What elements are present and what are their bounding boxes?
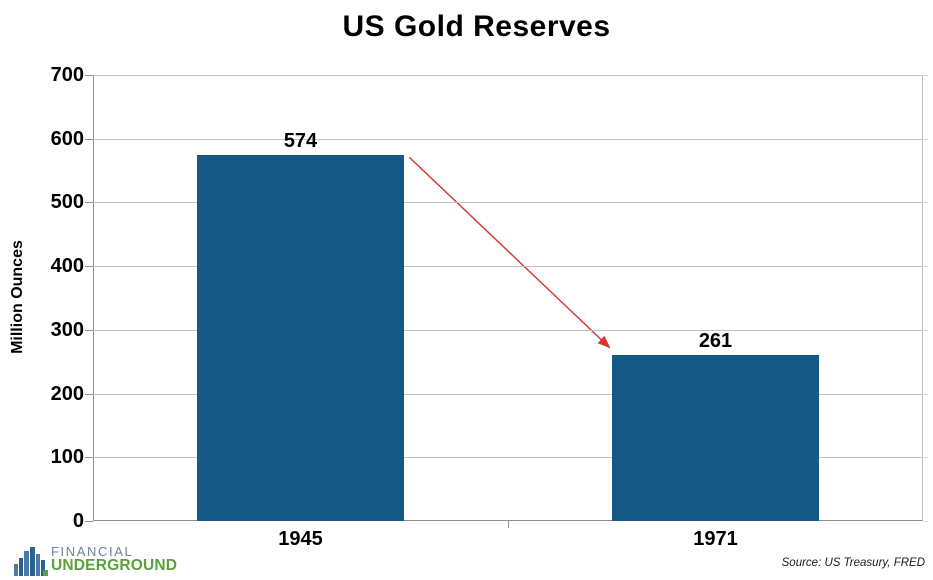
source-caption: Source: US Treasury, FRED xyxy=(781,557,925,569)
y-tick-mark-200 xyxy=(85,393,93,395)
y-tick-label-500: 500 xyxy=(50,191,84,214)
y-tick-label-100: 100 xyxy=(50,446,84,469)
bar-value-label-1971: 261 xyxy=(698,329,733,352)
chart-title: US Gold Reserves xyxy=(342,10,611,43)
y-tick-label-0: 0 xyxy=(72,510,84,532)
x-tick-mark-1 xyxy=(508,521,509,528)
y-tick-label-700: 700 xyxy=(50,64,84,86)
logo-financial-text: FINANCIAL xyxy=(51,544,134,559)
gridline-100 xyxy=(93,457,923,459)
y-tick-mark-400 xyxy=(85,266,93,268)
y-tick-label-300: 300 xyxy=(50,318,84,341)
skyline-bars-icon xyxy=(14,547,48,576)
gridline-300 xyxy=(93,329,923,331)
y-tick-mark-300 xyxy=(85,329,93,331)
plot-area xyxy=(93,75,923,521)
y-tick-mark-500 xyxy=(85,202,93,204)
bar-1971 xyxy=(611,354,820,521)
y-tick-mark-right-700 xyxy=(924,75,928,76)
y-tick-mark-700 xyxy=(85,75,93,76)
y-tick-mark-100 xyxy=(85,457,93,459)
y-tick-label-600: 600 xyxy=(50,127,84,150)
y-tick-label-200: 200 xyxy=(50,382,84,405)
y-tick-mark-0 xyxy=(85,521,93,522)
gridline-600 xyxy=(93,138,923,140)
x-category-label-1971: 1971 xyxy=(693,528,738,550)
gridline-500 xyxy=(93,202,923,204)
y-tick-mark-right-500 xyxy=(924,202,928,204)
y-tick-mark-right-400 xyxy=(924,266,928,268)
y-tick-mark-right-0 xyxy=(924,521,928,522)
gridline-400 xyxy=(93,266,923,268)
bar-value-label-1945: 574 xyxy=(283,130,318,153)
y-tick-mark-right-600 xyxy=(924,138,928,140)
logo-underground-text: UNDERGROUND xyxy=(51,557,178,574)
logo-text: FINANCIAL UNDERGROUND xyxy=(51,545,177,574)
y-tick-mark-right-200 xyxy=(924,393,928,395)
y-tick-mark-right-300 xyxy=(924,329,928,331)
gridline-200 xyxy=(93,393,923,395)
brand-logo: FINANCIAL UNDERGROUND xyxy=(14,545,177,576)
y-tick-label-400: 400 xyxy=(50,255,84,278)
y-axis-title: Million Ounces xyxy=(9,240,26,354)
y-tick-mark-right-100 xyxy=(924,457,928,459)
x-category-label-1945: 1945 xyxy=(278,528,323,550)
y-tick-mark-600 xyxy=(85,138,93,140)
bar-1945 xyxy=(196,155,405,521)
